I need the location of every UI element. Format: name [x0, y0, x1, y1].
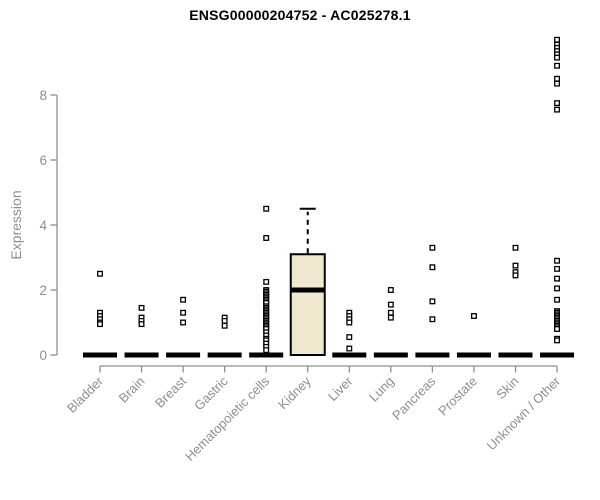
outlier-point	[554, 106, 560, 113]
outlier-point	[554, 265, 560, 272]
outlier-point	[554, 80, 560, 87]
x-tick-label-gastric: Gastric	[191, 373, 231, 413]
outlier-point	[387, 301, 394, 308]
outlier-point	[221, 322, 228, 329]
outlier-point	[554, 337, 560, 344]
outlier-point	[263, 205, 270, 212]
outlier-point	[180, 296, 187, 303]
outlier-point	[346, 334, 353, 341]
outlier-point	[512, 244, 519, 251]
x-tick-label-bladder: Bladder	[64, 373, 107, 416]
x-tick-label-kidney: Kidney	[275, 373, 314, 412]
y-tick-label: 2	[39, 283, 47, 298]
box-kidney	[289, 253, 326, 356]
chart-title: ENSG00000204752 - AC025278.1	[189, 7, 411, 23]
outlier-point	[554, 75, 560, 82]
outlier-point	[180, 319, 187, 326]
outlier-point	[429, 244, 436, 251]
x-tick-label-lung: Lung	[366, 374, 397, 405]
outlier-point	[429, 264, 436, 271]
outlier-point	[221, 317, 228, 324]
x-tick-label-breast: Breast	[152, 373, 189, 410]
outlier-point	[97, 270, 103, 277]
outlier-point	[263, 347, 270, 354]
outlier-point	[554, 62, 560, 69]
outlier-point	[387, 314, 394, 321]
outlier-point	[346, 345, 353, 352]
outlier-point	[263, 278, 270, 285]
outlier-point	[138, 304, 145, 311]
outlier-point	[470, 313, 477, 319]
outlier-point	[554, 54, 560, 61]
outlier-point	[512, 262, 519, 269]
x-tick-label-prostate: Prostate	[435, 374, 480, 419]
outlier-point	[554, 296, 560, 303]
outlier-point	[554, 285, 560, 292]
outlier-point	[554, 100, 560, 107]
x-tick-label-unknown-other: Unknown / Other	[484, 373, 564, 453]
outlier-point	[429, 298, 436, 305]
outlier-point	[554, 275, 560, 282]
outlier-point	[263, 235, 270, 241]
y-tick-label: 6	[39, 153, 47, 168]
y-tick-label: 4	[39, 218, 47, 233]
outlier-point	[429, 316, 436, 323]
x-tick-label-brain: Brain	[116, 374, 148, 406]
outlier-point	[138, 321, 145, 328]
x-tick-label-skin: Skin	[493, 374, 521, 402]
outlier-point	[387, 287, 394, 293]
outlier-point	[346, 319, 353, 326]
outlier-point	[387, 309, 394, 316]
y-tick-label: 8	[39, 88, 47, 103]
outlier-point	[97, 321, 103, 328]
outlier-point	[512, 272, 519, 279]
x-tick-label-liver: Liver	[325, 373, 356, 404]
outlier-point	[554, 257, 560, 264]
x-tick-label-pancreas: Pancreas	[389, 373, 439, 423]
outlier-point	[180, 309, 187, 316]
outlier-point	[554, 36, 560, 43]
outlier-point	[554, 326, 560, 332]
y-tick-label: 0	[39, 348, 47, 363]
